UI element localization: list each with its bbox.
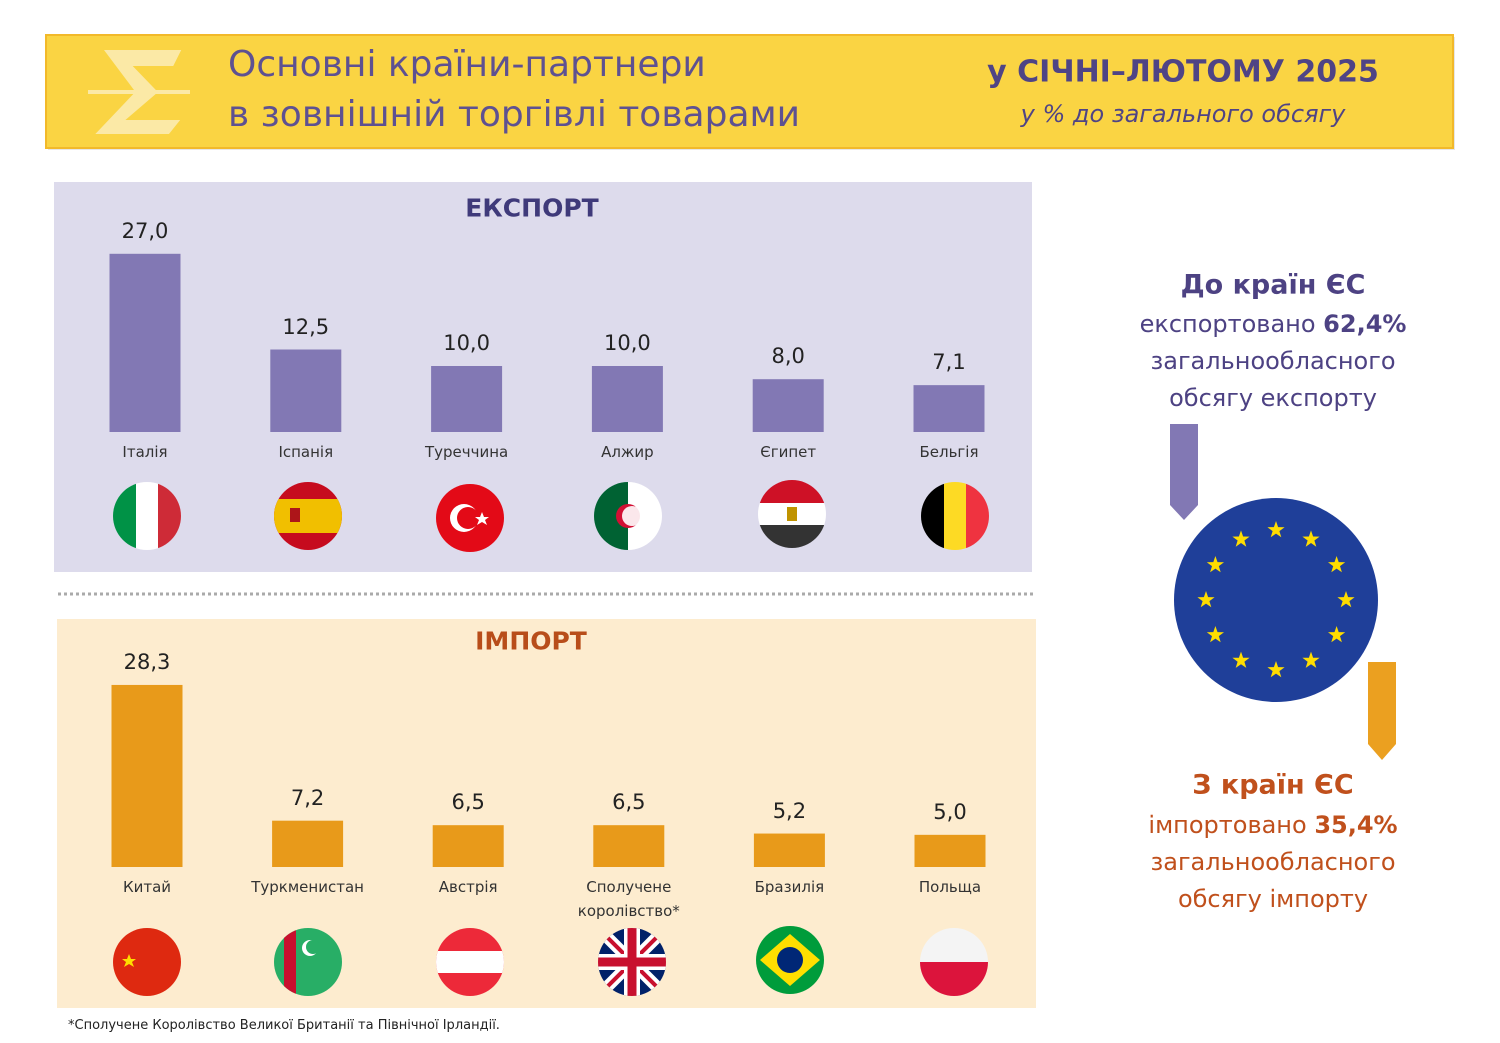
footnote: *Сполучене Королівство Великої Британії … [68,1018,500,1033]
value-label: 27,0 [121,218,169,243]
header-period: у СІЧНІ–ЛЮТОМУ 2025 [987,54,1379,90]
export-panel [54,182,1032,572]
value-label: 8,0 [771,344,805,369]
value-label: 6,5 [451,790,485,815]
text: імпортовано [1148,811,1307,839]
header-band [45,34,1454,149]
eu-import-text: імпортовано 35,4% [1148,811,1397,839]
eu-import-title: З країн ЄС [1192,769,1354,801]
bar [272,820,344,867]
category-label: Туркменистан [251,878,364,896]
bar [270,349,342,432]
flag-turkey [436,484,504,552]
chart-title: ЕКСПОРТ [465,193,599,223]
category-label: Сполучене королівство* [577,878,680,920]
eu-export-text: експортовано 62,4% [1140,310,1407,338]
share: 35,4% [1314,811,1398,839]
bar [111,684,183,867]
value-label: 5,0 [933,799,967,824]
text: експортовано [1139,310,1316,338]
value-label: 12,5 [282,314,330,339]
flag-belgium [921,482,989,550]
category-label: Алжир [601,443,654,461]
eu-export-title: До країн ЄС [1180,269,1366,301]
category-label: Польща [918,878,982,896]
flag-brazil [756,926,824,994]
import-panel [57,619,1036,1008]
logo [88,50,190,134]
eu-import-text: загальнообласного [1150,848,1396,876]
eu-export-text: загальнообласного [1150,347,1396,375]
category-label: Італія [122,443,168,461]
chart-title: ІМПОРТ [475,626,587,656]
eu-import-text: обсягу імпорту [1177,885,1369,913]
category-label: Австрія [438,878,498,896]
value-label: 7,1 [932,350,966,375]
eu-flag [1174,498,1378,702]
value-label: 10,0 [604,331,651,355]
flag-algeria [594,482,662,550]
header-title: в зовнішній торгівлі товарами [228,94,801,135]
category-label: Китай [122,878,172,896]
flag-spain [274,482,342,550]
flag-turkmenistan [274,928,342,996]
flag-austria [436,928,504,996]
flag-china [113,928,181,996]
bar [752,379,824,432]
flag-poland [920,928,988,996]
bar [914,834,986,867]
flag-italy [113,482,181,550]
category-label: Бразилія [754,878,825,896]
category-label: Туреччина [424,443,509,461]
value-label: 28,3 [123,649,171,674]
header-subtitle: у % до загального обсягу [1020,100,1346,128]
header-title: Основні країни-партнери [228,44,706,85]
value-label: 6,5 [612,790,646,815]
value-label: 7,2 [290,785,325,810]
bar [109,253,181,432]
flag-uk [598,928,666,996]
value-label: 5,2 [772,798,807,823]
category-label: Бельгія [919,443,979,461]
value-label: 10,0 [443,331,490,355]
import-arrow [1368,662,1396,760]
bar [593,825,665,867]
export-arrow [1170,424,1198,520]
bar [913,385,985,432]
category-label: Єгипет [760,443,817,461]
category-label: Іспанія [278,443,334,461]
bar [431,366,503,432]
bar [432,825,504,867]
flag-egypt [758,480,826,548]
share: 62,4% [1323,310,1407,338]
eu-export-text: обсягу експорту [1169,384,1377,412]
bar [591,366,663,432]
bar [753,833,825,867]
